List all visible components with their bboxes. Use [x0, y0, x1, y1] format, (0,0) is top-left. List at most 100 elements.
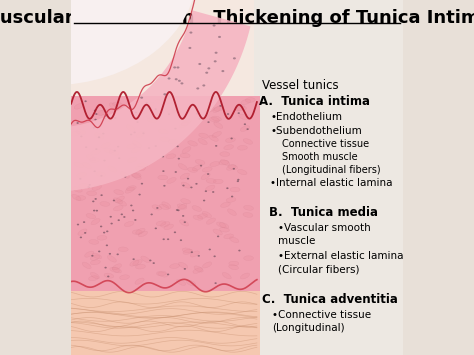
Ellipse shape: [145, 102, 154, 109]
Ellipse shape: [89, 276, 99, 280]
Ellipse shape: [176, 146, 179, 147]
Text: •Internal elastic lamina: •Internal elastic lamina: [270, 178, 392, 188]
Ellipse shape: [89, 240, 99, 244]
Ellipse shape: [158, 129, 168, 134]
Ellipse shape: [98, 137, 100, 138]
Ellipse shape: [80, 122, 89, 127]
Ellipse shape: [124, 176, 127, 178]
Ellipse shape: [199, 118, 201, 120]
Ellipse shape: [82, 262, 91, 269]
Ellipse shape: [134, 219, 137, 221]
Ellipse shape: [98, 110, 108, 115]
Ellipse shape: [138, 231, 147, 237]
Ellipse shape: [80, 236, 82, 238]
Ellipse shape: [167, 103, 177, 107]
Ellipse shape: [118, 247, 128, 252]
Ellipse shape: [93, 170, 96, 172]
Ellipse shape: [218, 36, 221, 38]
Ellipse shape: [167, 109, 177, 114]
Ellipse shape: [148, 147, 150, 149]
Ellipse shape: [174, 231, 176, 233]
Ellipse shape: [181, 120, 191, 126]
Ellipse shape: [158, 272, 168, 277]
Ellipse shape: [152, 205, 162, 210]
Ellipse shape: [203, 200, 205, 201]
Ellipse shape: [177, 209, 180, 211]
Ellipse shape: [162, 170, 164, 172]
Ellipse shape: [115, 196, 124, 202]
Text: Smooth muscle: Smooth muscle: [282, 152, 357, 162]
Ellipse shape: [119, 275, 129, 280]
Ellipse shape: [74, 162, 83, 168]
Ellipse shape: [202, 167, 212, 172]
Ellipse shape: [229, 265, 238, 270]
Ellipse shape: [240, 126, 250, 131]
Ellipse shape: [206, 218, 216, 224]
Ellipse shape: [112, 102, 122, 107]
Ellipse shape: [109, 103, 118, 109]
Ellipse shape: [219, 227, 229, 232]
Bar: [71, 96, 260, 291]
Ellipse shape: [156, 221, 166, 226]
Ellipse shape: [138, 163, 148, 168]
Ellipse shape: [237, 180, 239, 182]
Ellipse shape: [107, 275, 109, 277]
Text: Connective tissue: Connective tissue: [282, 139, 369, 149]
Ellipse shape: [135, 278, 144, 284]
Ellipse shape: [228, 165, 237, 170]
Ellipse shape: [199, 133, 209, 138]
Ellipse shape: [164, 93, 166, 95]
Ellipse shape: [118, 219, 120, 221]
Ellipse shape: [226, 138, 236, 142]
Ellipse shape: [192, 206, 201, 211]
Ellipse shape: [224, 145, 234, 150]
Ellipse shape: [233, 168, 235, 170]
Ellipse shape: [173, 108, 182, 113]
Ellipse shape: [182, 215, 184, 217]
Ellipse shape: [117, 253, 119, 255]
Ellipse shape: [201, 173, 210, 180]
Ellipse shape: [110, 223, 113, 224]
Ellipse shape: [222, 272, 231, 279]
Ellipse shape: [181, 82, 183, 84]
Ellipse shape: [118, 200, 127, 206]
Text: (Circular fibers): (Circular fibers): [278, 265, 360, 275]
Ellipse shape: [237, 106, 246, 111]
Ellipse shape: [73, 187, 82, 192]
Ellipse shape: [215, 145, 218, 147]
Ellipse shape: [86, 155, 96, 161]
Ellipse shape: [130, 204, 133, 206]
Ellipse shape: [94, 119, 97, 120]
Ellipse shape: [219, 223, 229, 228]
Ellipse shape: [79, 178, 82, 180]
Ellipse shape: [76, 196, 86, 200]
Ellipse shape: [100, 175, 102, 177]
Ellipse shape: [104, 273, 114, 278]
Ellipse shape: [168, 140, 178, 144]
Ellipse shape: [120, 172, 129, 178]
Ellipse shape: [180, 153, 190, 158]
Ellipse shape: [231, 196, 233, 197]
Ellipse shape: [220, 202, 230, 207]
Ellipse shape: [158, 175, 168, 180]
Ellipse shape: [103, 232, 105, 234]
Ellipse shape: [190, 32, 192, 34]
Ellipse shape: [127, 144, 137, 149]
Ellipse shape: [108, 166, 117, 172]
Ellipse shape: [86, 214, 96, 219]
Ellipse shape: [93, 210, 95, 212]
Ellipse shape: [227, 165, 236, 170]
Ellipse shape: [180, 173, 190, 179]
Ellipse shape: [110, 267, 119, 272]
Ellipse shape: [77, 173, 87, 178]
Ellipse shape: [202, 84, 205, 87]
Ellipse shape: [106, 245, 108, 246]
Ellipse shape: [134, 102, 143, 108]
Ellipse shape: [219, 105, 222, 107]
Ellipse shape: [78, 229, 87, 235]
Ellipse shape: [202, 212, 211, 218]
Ellipse shape: [178, 158, 180, 159]
Ellipse shape: [167, 274, 169, 275]
Ellipse shape: [98, 251, 100, 252]
Ellipse shape: [230, 137, 233, 139]
